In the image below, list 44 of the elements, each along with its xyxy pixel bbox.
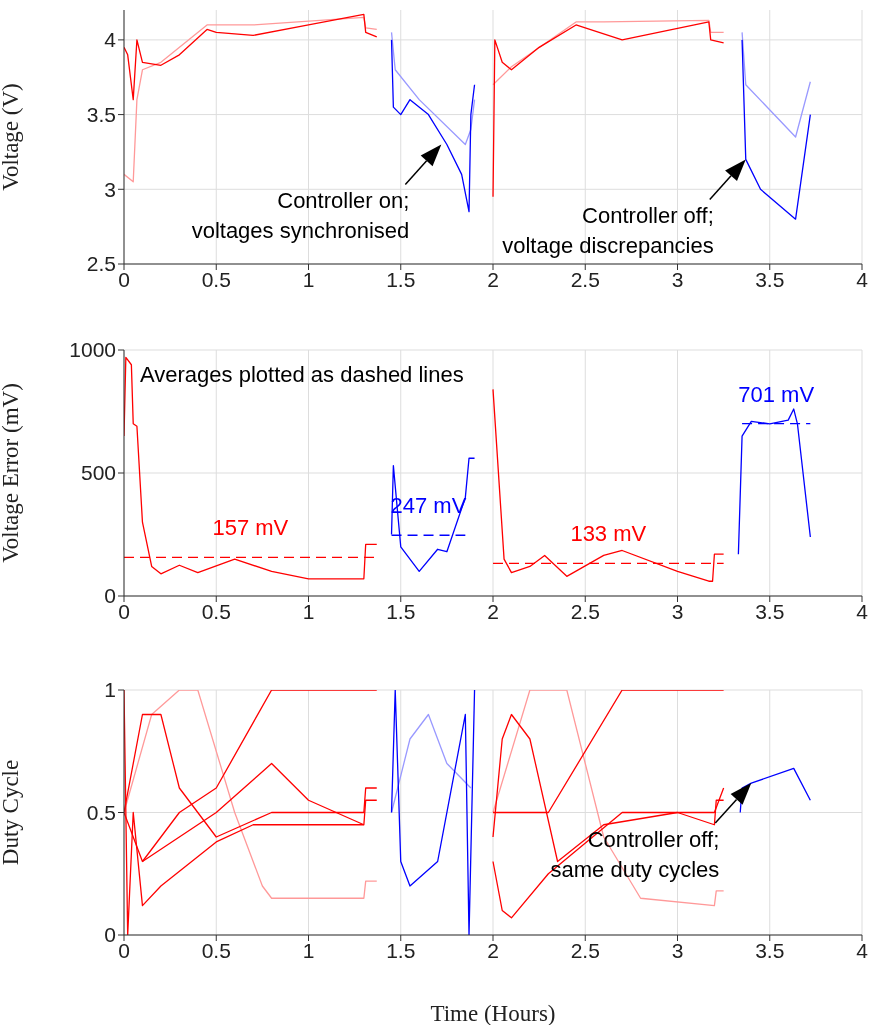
x-tick-label: 2.5 bbox=[570, 267, 600, 291]
series-label: 157 mV bbox=[212, 515, 289, 541]
y-tick-label: 1 bbox=[104, 678, 116, 702]
x-tick-label: 2 bbox=[487, 267, 499, 291]
x-tick-label: 0.5 bbox=[201, 267, 231, 291]
x-tick-label: 4 bbox=[856, 938, 869, 962]
y-tick-label: 3 bbox=[104, 177, 116, 201]
y-tick-label: 4 bbox=[104, 28, 117, 52]
x-tick-label: 2.5 bbox=[570, 938, 600, 962]
x-tick-label: 0.5 bbox=[201, 938, 231, 962]
annotation: Averages plotted as dashed lines bbox=[140, 362, 464, 387]
x-tick-label: 1.5 bbox=[386, 938, 416, 962]
x-tick-label: 0.5 bbox=[201, 599, 231, 623]
x-tick-label: 2 bbox=[487, 599, 499, 623]
annotation: Controller off; same duty cycles bbox=[550, 827, 720, 883]
x-tick-label: 3 bbox=[671, 599, 684, 623]
y-tick-label: 2.5 bbox=[86, 252, 116, 276]
y-tick-label: 0.5 bbox=[86, 800, 116, 824]
y-tick-label: 0 bbox=[104, 584, 116, 608]
x-tick-label: 3.5 bbox=[755, 938, 785, 962]
y-tick-label: 3.5 bbox=[86, 103, 116, 127]
y-axis-title: Duty Cycle bbox=[0, 759, 24, 866]
x-tick-label: 4 bbox=[856, 267, 869, 291]
series-label: 133 mV bbox=[570, 521, 647, 547]
x-tick-label: 3.5 bbox=[755, 599, 785, 623]
x-tick-label: 1.5 bbox=[386, 599, 416, 623]
x-tick-label: 1 bbox=[302, 938, 315, 962]
y-tick-label: 500 bbox=[80, 461, 116, 485]
annotation: Controller off; voltage discrepancies bbox=[502, 203, 714, 259]
y-tick-label: 0 bbox=[104, 923, 116, 947]
x-tick-label: 1 bbox=[302, 599, 315, 623]
y-axis-title: Voltage (V) bbox=[0, 83, 24, 191]
series-label: 701 mV bbox=[738, 381, 815, 407]
x-tick-label: 2.5 bbox=[570, 599, 600, 623]
annotation: Controller on; voltages synchronised bbox=[191, 188, 410, 244]
x-tick-label: 4 bbox=[856, 599, 869, 623]
y-axis-title: Voltage Error (mV) bbox=[0, 383, 24, 563]
x-tick-label: 3.5 bbox=[755, 267, 785, 291]
x-tick-label: 2 bbox=[487, 938, 499, 962]
x-tick-label: 1 bbox=[302, 267, 315, 291]
x-tick-label: 3 bbox=[671, 938, 684, 962]
y-tick-label: 1000 bbox=[69, 338, 116, 362]
x-tick-label: 3 bbox=[671, 267, 684, 291]
x-tick-label: 1.5 bbox=[386, 267, 416, 291]
